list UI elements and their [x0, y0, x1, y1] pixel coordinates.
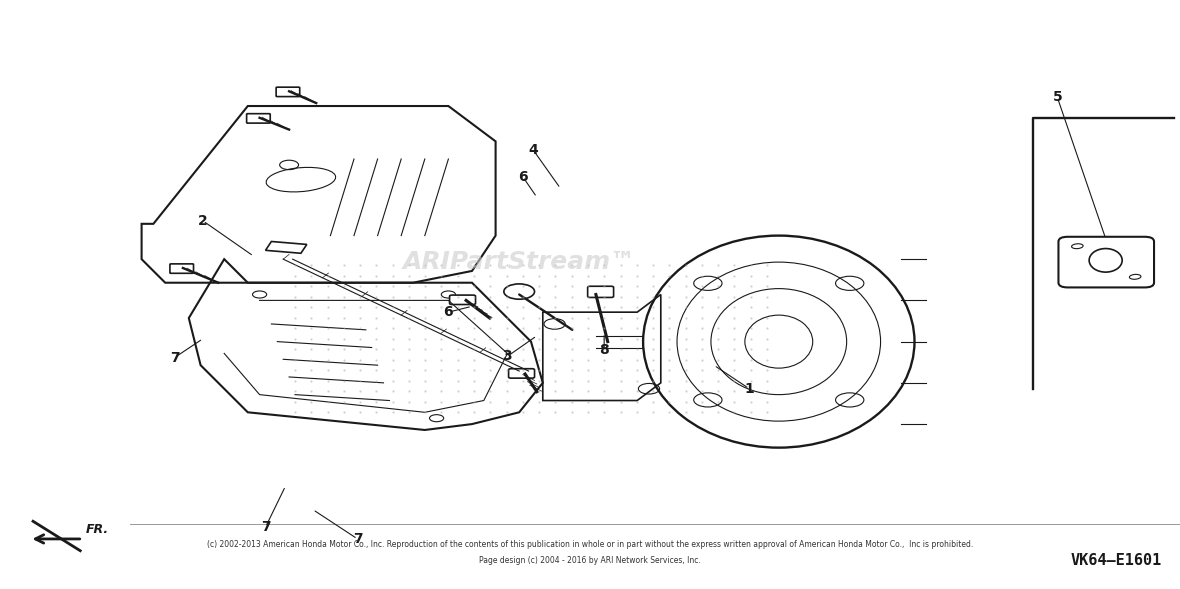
Text: 4: 4 [529, 143, 538, 157]
Text: 3: 3 [503, 349, 512, 363]
Text: 2: 2 [198, 214, 208, 228]
FancyBboxPatch shape [509, 369, 535, 378]
Text: 8: 8 [599, 343, 609, 358]
FancyBboxPatch shape [170, 264, 194, 273]
Text: VK64—E1601: VK64—E1601 [1071, 553, 1162, 568]
Text: (c) 2002-2013 American Honda Motor Co., Inc. Reproduction of the contents of thi: (c) 2002-2013 American Honda Motor Co., … [206, 540, 973, 550]
Text: Page design (c) 2004 - 2016 by ARI Network Services, Inc.: Page design (c) 2004 - 2016 by ARI Netwo… [479, 556, 701, 565]
Text: 1: 1 [745, 382, 754, 396]
Text: 6: 6 [444, 305, 453, 319]
FancyBboxPatch shape [276, 87, 300, 97]
FancyBboxPatch shape [450, 295, 476, 305]
Text: 7: 7 [170, 350, 179, 365]
Text: 5: 5 [1053, 90, 1062, 104]
Polygon shape [266, 241, 307, 253]
Text: 7: 7 [353, 532, 362, 546]
FancyBboxPatch shape [588, 286, 614, 297]
FancyBboxPatch shape [247, 114, 270, 123]
Text: ARIPartStream™: ARIPartStream™ [402, 250, 636, 274]
Text: FR.: FR. [86, 523, 110, 536]
Text: 6: 6 [518, 170, 527, 184]
Text: 7: 7 [261, 520, 270, 534]
